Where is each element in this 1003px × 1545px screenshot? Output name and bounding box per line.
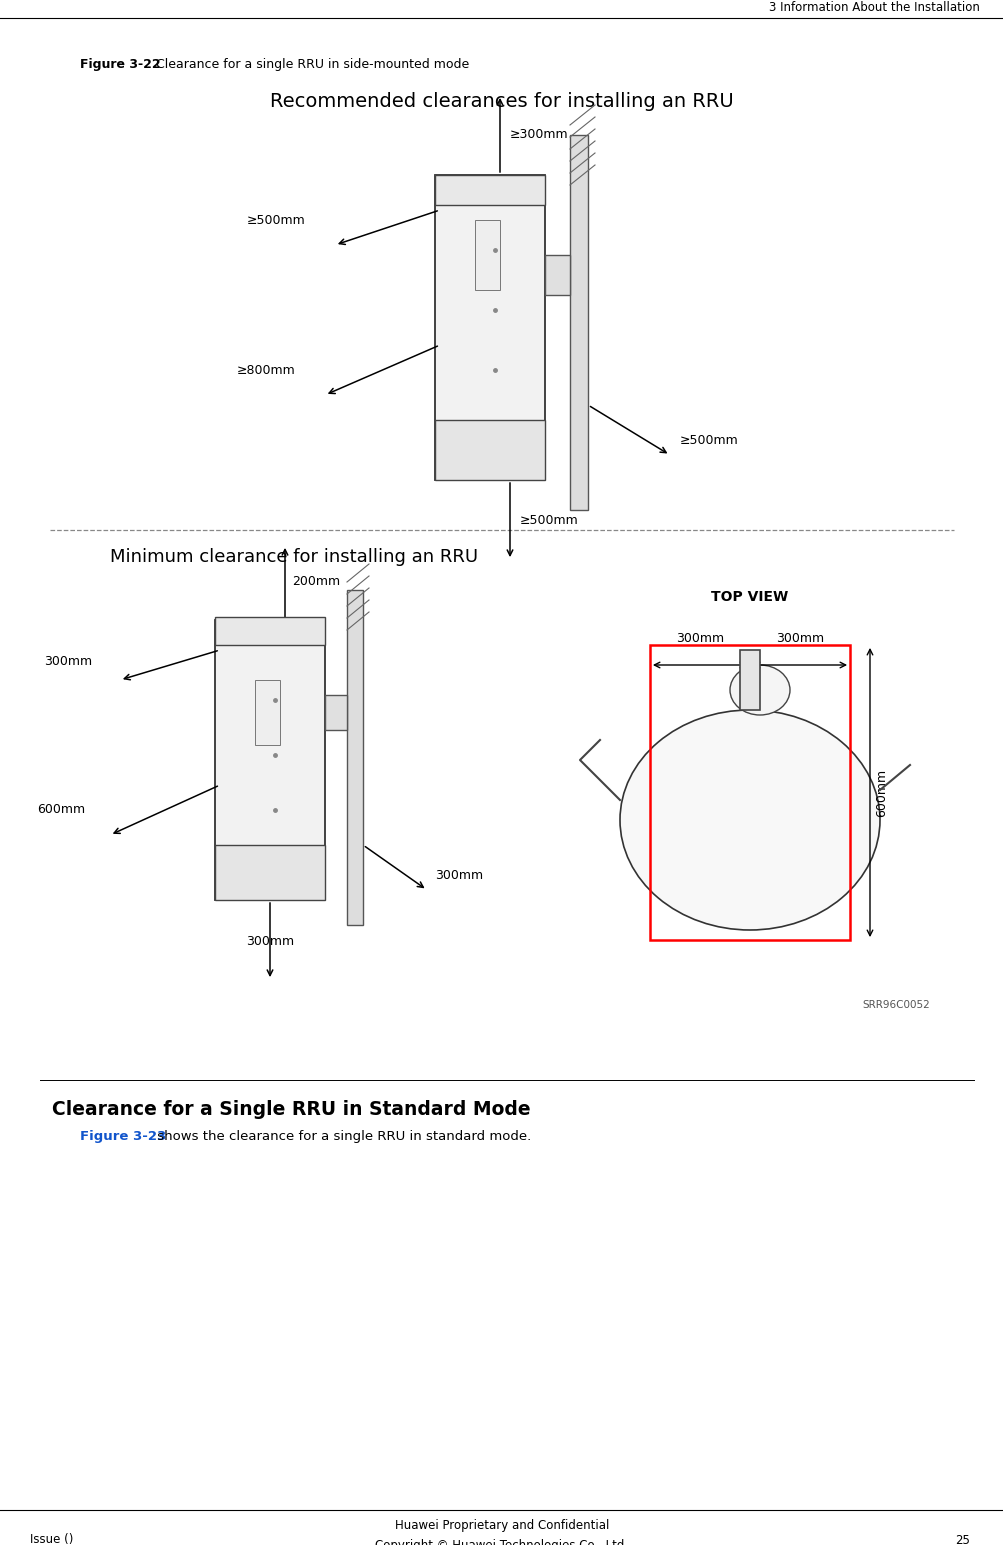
Bar bbox=[545, 255, 570, 295]
Text: 600mm: 600mm bbox=[37, 803, 85, 816]
Text: 300mm: 300mm bbox=[775, 632, 823, 644]
Bar bbox=[215, 616, 325, 644]
Text: 25: 25 bbox=[954, 1534, 969, 1545]
Text: SRR96C0052: SRR96C0052 bbox=[862, 1000, 929, 1010]
Bar bbox=[474, 219, 499, 290]
Text: ≥500mm: ≥500mm bbox=[520, 513, 578, 527]
Text: 3 Information About the Installation: 3 Information About the Installation bbox=[768, 2, 979, 14]
Text: 300mm: 300mm bbox=[434, 870, 482, 882]
Ellipse shape bbox=[729, 664, 789, 715]
Text: Figure 3-22: Figure 3-22 bbox=[80, 59, 160, 71]
Text: shows the clearance for a single RRU in standard mode.: shows the clearance for a single RRU in … bbox=[152, 1129, 531, 1143]
Text: ≥500mm: ≥500mm bbox=[679, 434, 738, 447]
Text: 300mm: 300mm bbox=[246, 936, 294, 949]
Ellipse shape bbox=[620, 711, 879, 930]
Bar bbox=[649, 644, 850, 939]
Text: Copyright © Huawei Technologies Co., Ltd.: Copyright © Huawei Technologies Co., Ltd… bbox=[375, 1539, 628, 1545]
Text: Recommended clearances for installing an RRU: Recommended clearances for installing an… bbox=[270, 93, 733, 111]
Text: Minimum clearance for installing an RRU: Minimum clearance for installing an RRU bbox=[110, 548, 477, 565]
Text: ≥500mm: ≥500mm bbox=[246, 213, 305, 227]
Text: 300mm: 300mm bbox=[675, 632, 723, 644]
Text: 200mm: 200mm bbox=[292, 575, 340, 589]
Bar bbox=[434, 175, 545, 480]
Bar bbox=[255, 680, 280, 745]
Text: Clearance for a Single RRU in Standard Mode: Clearance for a Single RRU in Standard M… bbox=[52, 1100, 531, 1119]
Text: 600mm: 600mm bbox=[875, 768, 887, 817]
Bar bbox=[215, 845, 325, 901]
Text: 300mm: 300mm bbox=[44, 655, 92, 669]
Bar bbox=[570, 134, 588, 510]
Bar bbox=[434, 175, 545, 205]
Bar bbox=[325, 695, 347, 729]
Text: TOP VIEW: TOP VIEW bbox=[711, 590, 787, 604]
Bar bbox=[739, 650, 759, 711]
Bar bbox=[52, 77, 951, 1031]
Bar bbox=[434, 420, 545, 480]
Text: ≥800mm: ≥800mm bbox=[236, 363, 295, 377]
Bar bbox=[347, 590, 363, 925]
Text: Clearance for a single RRU in side-mounted mode: Clearance for a single RRU in side-mount… bbox=[151, 59, 468, 71]
Text: Issue (): Issue () bbox=[30, 1534, 73, 1545]
Text: Figure 3-23: Figure 3-23 bbox=[80, 1129, 166, 1143]
Text: Huawei Proprietary and Confidential: Huawei Proprietary and Confidential bbox=[394, 1519, 609, 1533]
Text: ≥300mm: ≥300mm bbox=[510, 128, 568, 142]
Bar bbox=[215, 620, 325, 901]
